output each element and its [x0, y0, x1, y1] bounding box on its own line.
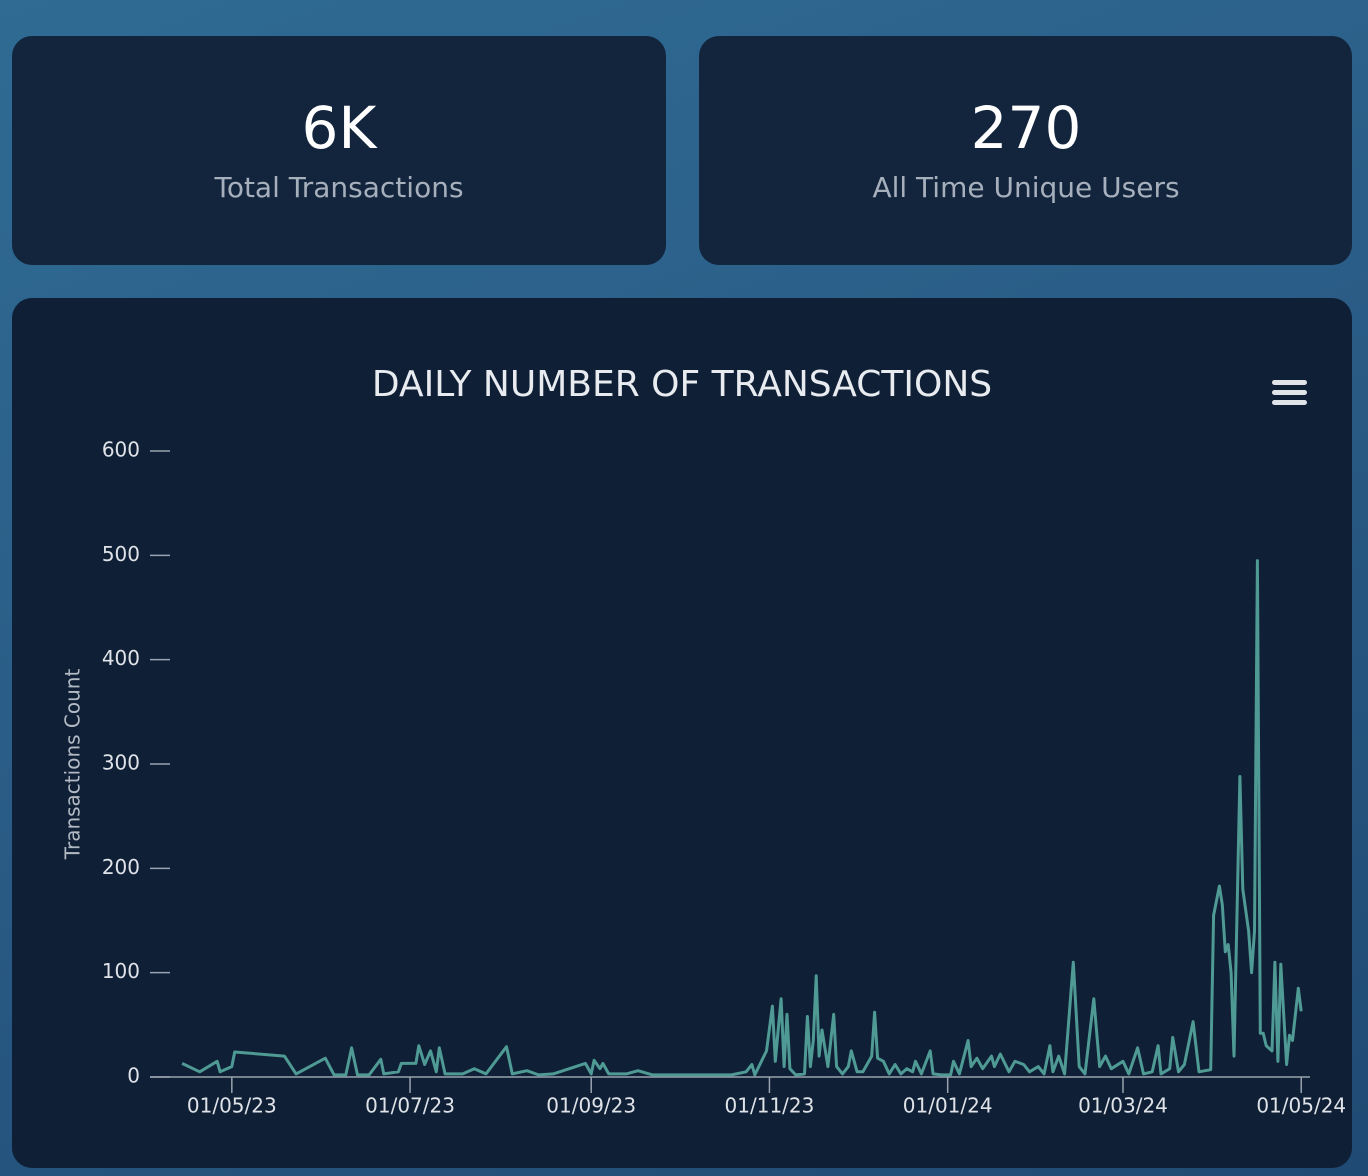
x-tick-label: 01/07/23 [365, 1094, 455, 1118]
y-tick-label: 600 [102, 438, 140, 462]
x-tick-label: 01/01/24 [903, 1094, 993, 1118]
x-tick-label: 01/05/24 [1256, 1094, 1346, 1118]
x-tick-label: 01/05/23 [187, 1094, 277, 1118]
menu-bar [1272, 380, 1307, 385]
y-tick-label: 500 [102, 542, 140, 566]
stat-label: Total Transactions [213, 171, 463, 204]
stat-value: 6K [302, 94, 379, 162]
x-tick-label: 01/11/23 [725, 1094, 815, 1118]
y-tick-label: 300 [102, 751, 140, 775]
stat-value: 270 [971, 94, 1082, 162]
x-tick-label: 01/09/23 [546, 1094, 636, 1118]
stat-card [699, 36, 1352, 265]
menu-bar [1272, 390, 1307, 395]
chart-title: DAILY NUMBER OF TRANSACTIONS [372, 364, 992, 405]
y-tick-label: 100 [102, 959, 140, 983]
chart-card [12, 298, 1352, 1168]
y-axis-title: Transactions Count [61, 669, 85, 861]
menu-bar [1272, 400, 1307, 405]
y-tick-label: 0 [127, 1064, 140, 1088]
y-tick-label: 400 [102, 646, 140, 670]
data-line [181, 559, 1303, 1077]
menu-button[interactable] [1272, 380, 1307, 405]
y-tick-label: 200 [102, 855, 140, 879]
x-tick-label: 01/03/24 [1078, 1094, 1168, 1118]
stat-label: All Time Unique Users [872, 171, 1179, 204]
stat-card [12, 36, 666, 265]
